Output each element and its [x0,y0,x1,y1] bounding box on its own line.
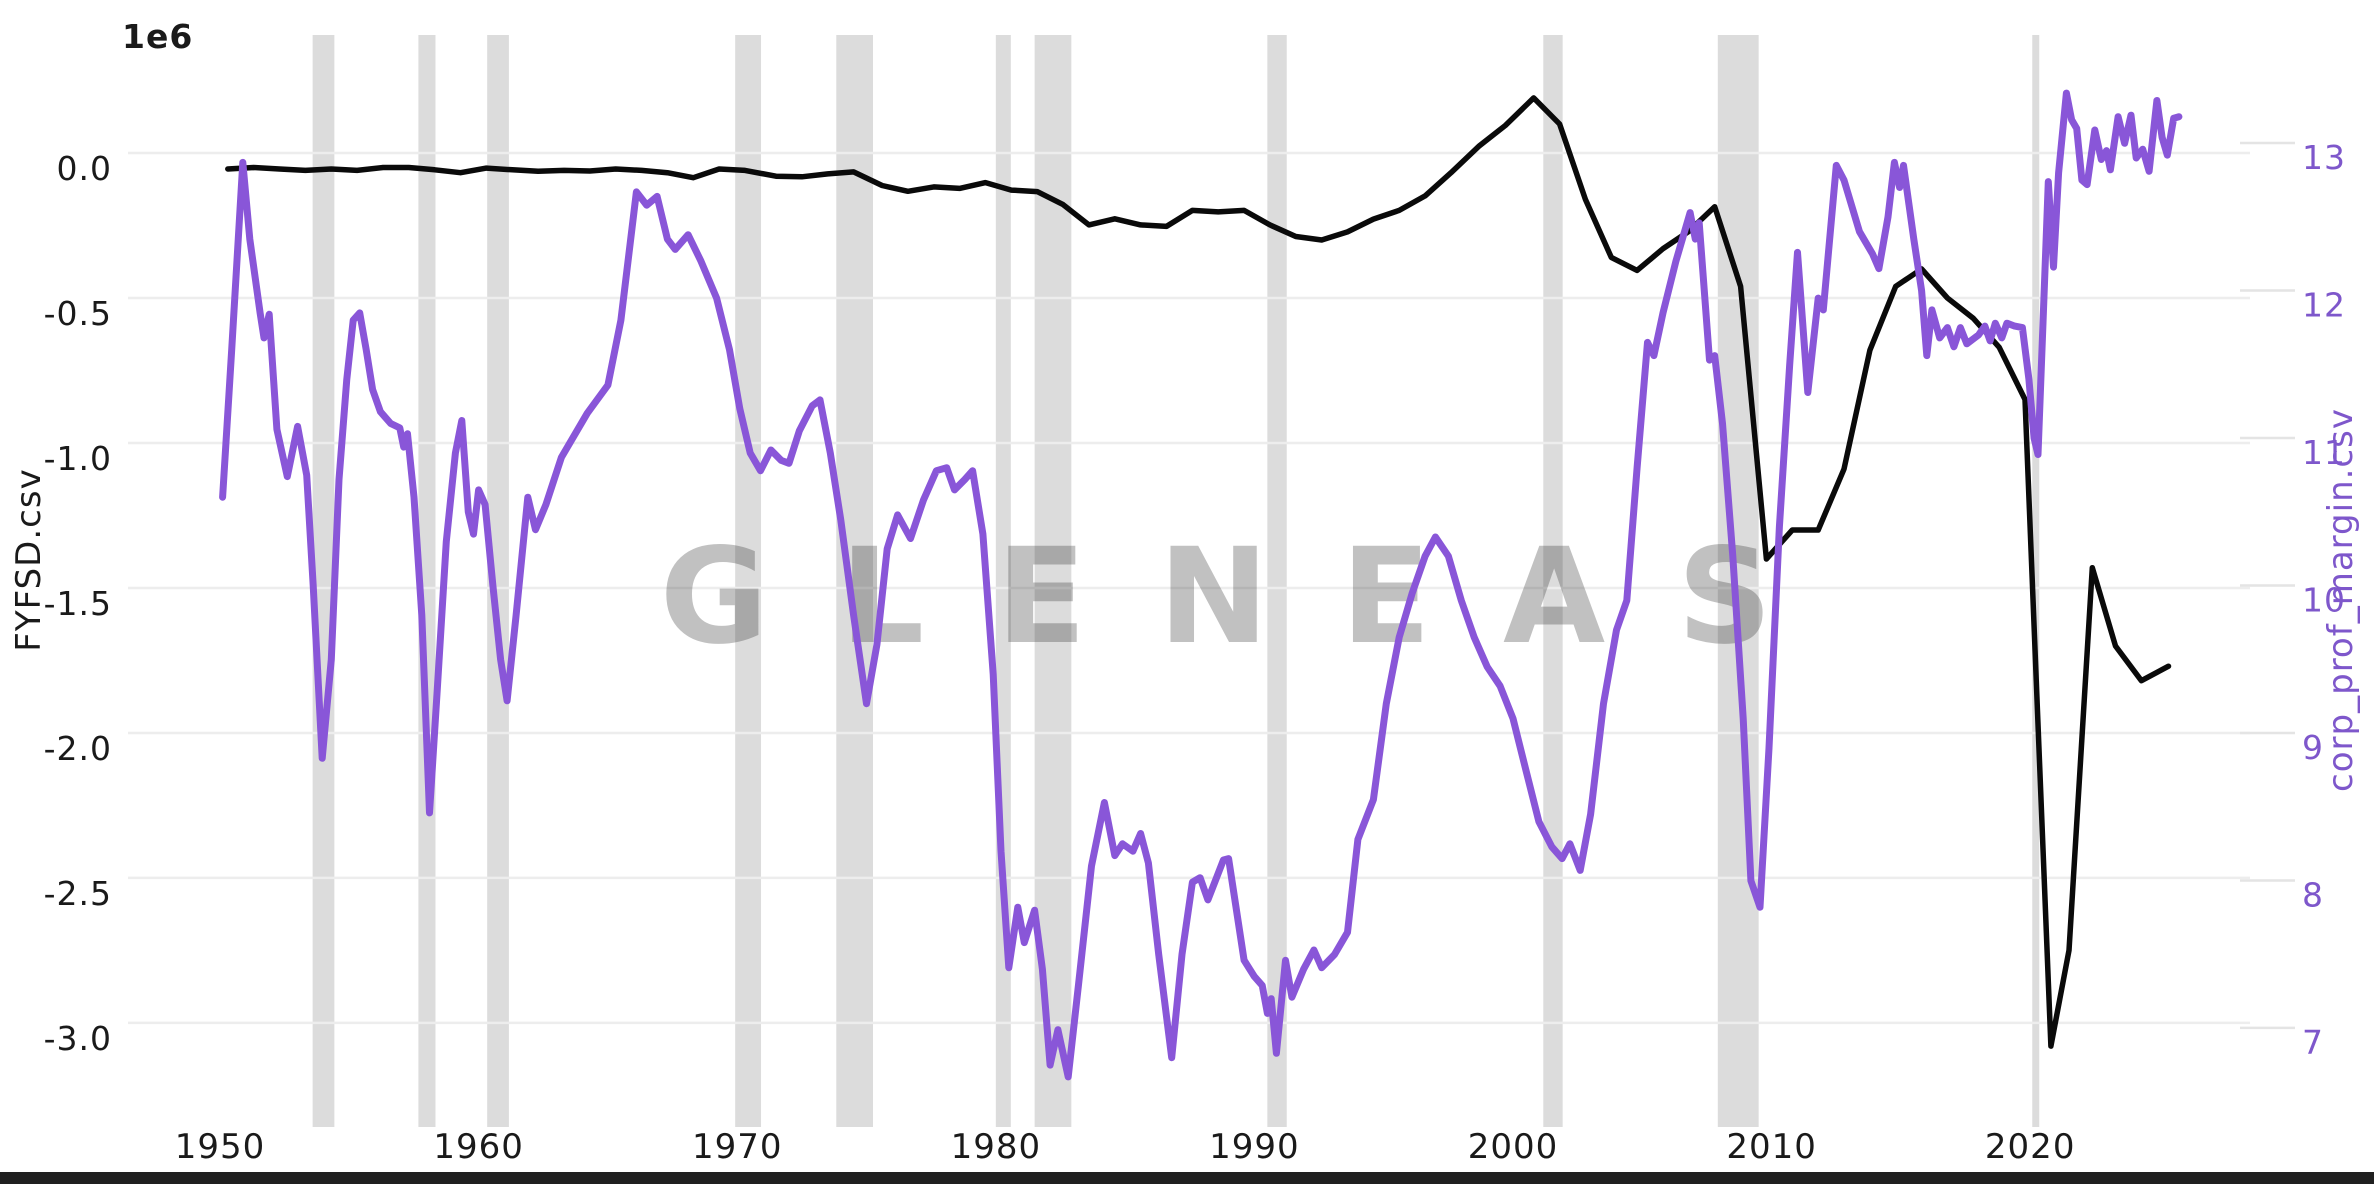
recession-band [735,35,762,1127]
window-bottom-edge [0,1172,2374,1184]
recession-band [312,35,335,1127]
gridlines [128,141,2295,1030]
left-tick-label: -0.5 [44,294,112,333]
x-tick-label: 1980 [951,1127,1042,1167]
right-tick-label: 9 [2302,728,2324,767]
right-axis-title: corp_prof_margin.csv [2321,408,2361,792]
left-tick-label: -2.0 [44,729,112,768]
recession-band [1267,35,1287,1127]
right-tick-label: 8 [2302,875,2324,914]
series-line-corp-prof-margin-csv [219,89,2183,1081]
left-axis-title: FYFSD.csv [9,468,49,651]
right-tick-label: 13 [2302,138,2346,177]
recession-band [836,35,874,1127]
right-tick-label: 7 [2302,1023,2324,1062]
x-tick-label: 1950 [175,1127,266,1167]
left-tick-label: -1.5 [44,584,112,623]
x-tick-label: 2000 [1468,1127,1559,1167]
axis-ticks: 1950 1960 1970 1980 1990 2000 2010 2020 0.0 -0.5 -… [44,138,2346,1167]
right-tick-label: 10 [2302,580,2346,619]
watermark-text: GLENEAS [660,520,1845,674]
left-axis-offset-label: 1e6 [122,17,193,56]
x-tick-label: 1990 [1209,1127,1300,1167]
right-tick-label: 11 [2302,433,2346,472]
recession-band [487,35,509,1127]
series-line-fyfsd-csv [225,95,2172,1049]
right-tick-label: 12 [2302,285,2346,324]
recession-band [2032,35,2040,1127]
x-tick-label: 1970 [692,1127,783,1167]
x-tick-label: 1960 [433,1127,524,1167]
x-tick-label: 2020 [1985,1127,2076,1167]
left-tick-label: 0.0 [57,149,112,188]
data-lines [219,89,2183,1081]
recession-band [418,35,436,1127]
x-tick-label: 2010 [1726,1127,1817,1167]
recession-band [1717,35,1759,1127]
left-tick-label: -2.5 [44,874,112,913]
left-tick-label: -3.0 [44,1019,112,1058]
left-tick-label: -1.0 [44,439,112,478]
